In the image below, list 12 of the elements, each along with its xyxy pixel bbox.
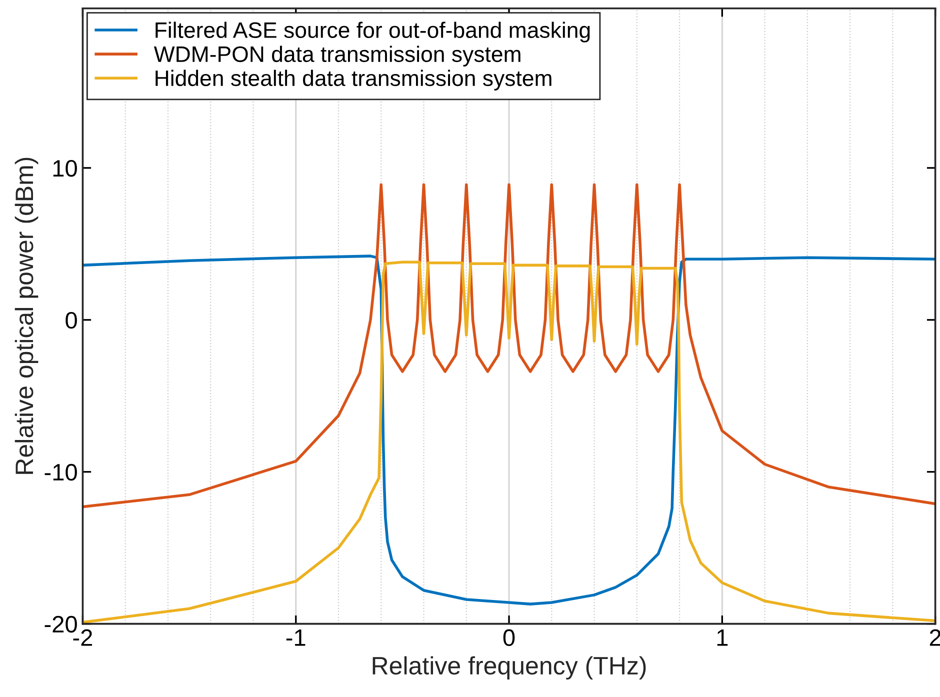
y-tick-label: 10 [53, 160, 77, 177]
legend-label: Hidden stealth data transmission system [156, 70, 552, 91]
y-axis-title: Relative optical power (dBm) [14, 158, 38, 474]
x-tick-label: 0 [503, 629, 515, 646]
line-series [82, 183, 936, 508]
legend-label: WDM-PON data transmission system [154, 46, 520, 66]
x-axis-title: Relative frequency (THz) [372, 656, 646, 680]
x-tick-label: 1 [717, 630, 728, 646]
x-tick-label: -1 [286, 630, 306, 646]
legend-label: Filtered ASE source for out-of-band masking [156, 22, 590, 42]
y-tick-label: 0 [66, 312, 77, 329]
y-tick-label: -10 [44, 464, 77, 481]
